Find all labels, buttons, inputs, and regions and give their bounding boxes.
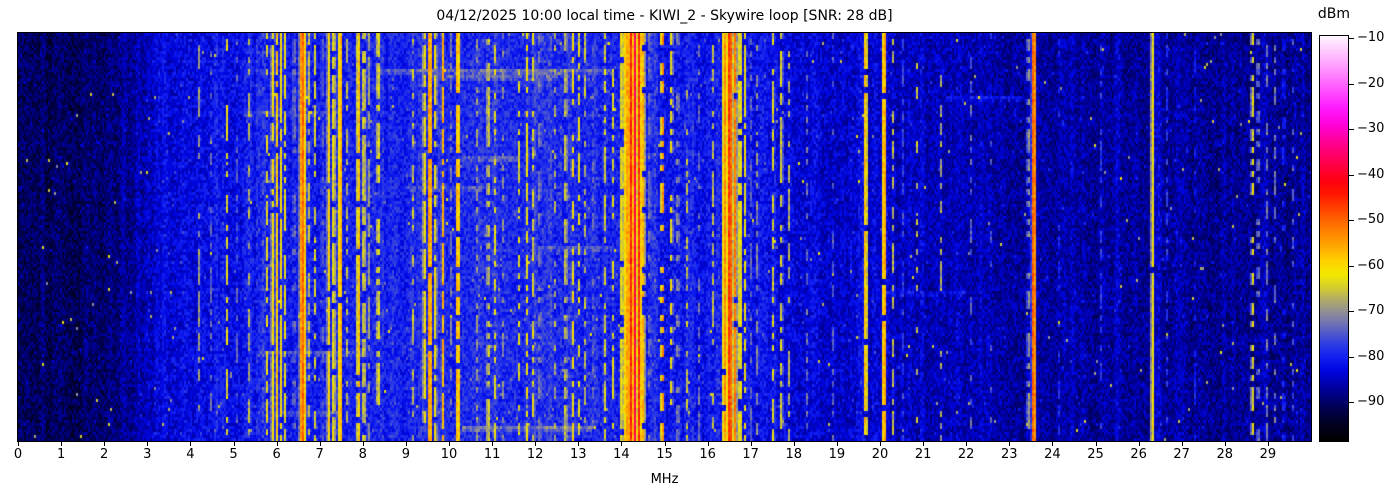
x-tick-label: 4 — [186, 447, 195, 462]
colorbar-unit-label: dBm — [1317, 6, 1351, 22]
colorbar-tick — [1349, 38, 1354, 40]
colorbar-tick — [1349, 311, 1354, 312]
x-tick — [535, 442, 537, 446]
x-tick-label: 16 — [699, 447, 716, 462]
x-tick — [1267, 442, 1269, 446]
x-tick — [750, 442, 752, 446]
x-tick-label: 21 — [914, 447, 932, 462]
x-tick-label: 26 — [1130, 447, 1147, 462]
x-tick-label: 19 — [828, 447, 846, 462]
x-tick — [621, 442, 623, 446]
x-tick-label: 7 — [315, 447, 324, 462]
x-tick — [707, 442, 709, 446]
x-tick — [923, 442, 925, 446]
colorbar-gradient — [1319, 35, 1349, 442]
x-tick — [664, 442, 666, 446]
x-tick-label: 15 — [656, 447, 673, 462]
colorbar-tick-label: −90 — [1357, 394, 1385, 409]
x-tick-label: 5 — [229, 447, 238, 462]
x-tick-label: 10 — [440, 447, 458, 462]
colorbar-tick — [1349, 220, 1354, 222]
x-tick-label: 12 — [526, 447, 544, 462]
x-tick — [880, 442, 881, 446]
x-tick-label: 24 — [1044, 447, 1061, 462]
plot-title: 04/12/2025 10:00 local time - KIWI_2 - S… — [436, 8, 893, 24]
x-tick — [61, 442, 63, 446]
x-tick-label: 14 — [613, 447, 630, 462]
x-tick — [449, 442, 450, 446]
x-tick-label: 13 — [570, 447, 587, 462]
x-tick — [276, 442, 278, 446]
colorbar-tick-label: −10 — [1357, 30, 1385, 46]
x-tick — [1138, 442, 1140, 446]
x-tick-label: 22 — [957, 447, 975, 462]
x-tick-label: 0 — [13, 447, 23, 462]
waterfall-plot — [17, 32, 1312, 442]
x-tick — [836, 442, 838, 446]
x-tick-label: 27 — [1173, 447, 1190, 462]
x-tick-label: 11 — [483, 447, 501, 462]
x-tick-label: 8 — [358, 447, 367, 462]
colorbar-tick-label: −50 — [1357, 212, 1385, 228]
colorbar-tick-label: −40 — [1357, 166, 1385, 182]
colorbar-tick-label: −80 — [1357, 348, 1385, 364]
colorbar-tick-label: −30 — [1357, 121, 1385, 137]
x-tick — [104, 442, 106, 446]
colorbar-tick — [1349, 356, 1354, 358]
x-tick-label: 2 — [100, 447, 109, 462]
colorbar-tick — [1349, 83, 1354, 85]
x-tick-label: 23 — [1001, 447, 1018, 462]
x-tick — [405, 442, 407, 446]
x-tick-label: 29 — [1259, 447, 1277, 462]
x-tick — [966, 442, 968, 446]
x-tick-label: 18 — [785, 447, 803, 462]
colorbar-tick — [1349, 402, 1354, 403]
colorbar-tick-label: −70 — [1357, 303, 1385, 318]
x-tick-label: 3 — [143, 447, 152, 462]
x-tick-label: 1 — [56, 447, 66, 462]
x-tick — [319, 442, 321, 446]
x-tick-label: 6 — [272, 447, 281, 462]
x-tick — [190, 442, 192, 446]
x-tick — [1095, 442, 1097, 446]
x-tick — [1181, 442, 1183, 446]
x-tick — [578, 442, 580, 446]
x-tick-label: 28 — [1216, 447, 1234, 462]
x-tick — [1052, 442, 1054, 446]
x-tick — [1009, 442, 1011, 446]
x-tick — [793, 442, 795, 446]
x-axis-label: MHz — [650, 472, 679, 487]
colorbar-tick-label: −60 — [1357, 257, 1385, 273]
x-tick-label: 17 — [742, 447, 759, 462]
x-tick — [147, 442, 149, 446]
colorbar-tick-label: −20 — [1357, 75, 1385, 91]
x-tick — [18, 442, 19, 446]
x-tick-label: 25 — [1087, 447, 1104, 462]
x-tick-label: 9 — [401, 447, 411, 462]
colorbar-tick — [1349, 174, 1354, 176]
colorbar-tick — [1349, 129, 1354, 131]
colorbar-tick — [1349, 265, 1354, 267]
x-tick-label: 20 — [871, 447, 889, 462]
x-tick — [1224, 442, 1226, 446]
x-tick — [362, 442, 364, 446]
x-tick — [492, 442, 494, 446]
x-tick — [233, 442, 235, 446]
waterfall-canvas — [18, 33, 1311, 441]
